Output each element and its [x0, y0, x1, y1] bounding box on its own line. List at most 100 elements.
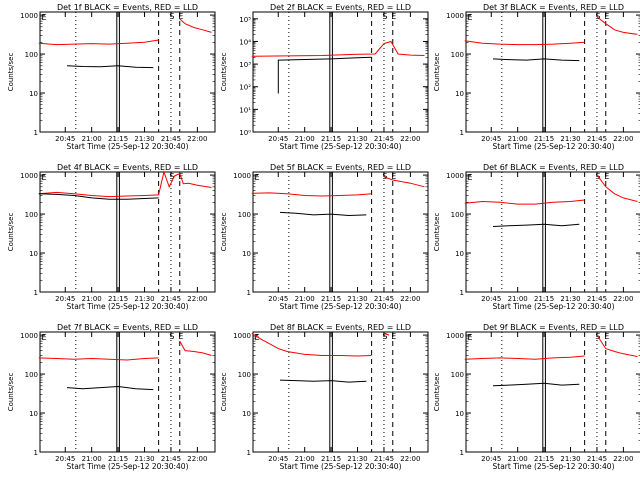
x-tick-label: 21:15: [321, 455, 341, 463]
series-lld-line: [596, 174, 638, 202]
x-tick-label: 20:45: [481, 135, 501, 143]
y-tick-label: 100: [451, 211, 464, 219]
x-tick-label: 21:30: [560, 135, 580, 143]
series-lld-line: [38, 357, 159, 361]
x-tick-label: 21:00: [295, 295, 315, 303]
marker-label: E: [391, 12, 396, 21]
y-tick-label: 100: [25, 51, 38, 59]
y-tick-label: 1: [460, 129, 464, 137]
x-tick-label: 22:00: [613, 455, 633, 463]
y-tick-label: 10²: [239, 84, 251, 92]
chart-panel-3: Det 3f BLACK = Events, RED = LLD Counts/s…: [433, 3, 640, 151]
start-marker-label: E: [467, 13, 472, 22]
y-tick-label: 100: [25, 211, 38, 219]
x-tick-label: 21:45: [161, 455, 181, 463]
x-axis-label: Start Time (25-Sep-12 20:30:40): [280, 302, 402, 311]
series-lld-line: [251, 333, 372, 357]
y-axis-label: Counts/sec: [7, 213, 15, 252]
y-tick-label: 1: [34, 449, 38, 457]
y-tick-label: 10: [29, 410, 38, 418]
chart-title: Det 4f BLACK = Events, RED = LLD: [57, 163, 198, 172]
y-tick-label: 1: [34, 129, 38, 137]
series-lld-line: [383, 176, 425, 188]
chart-panel-7: Det 7f BLACK = Events, RED = LLD Counts/s…: [7, 323, 216, 471]
x-tick-label: 21:15: [108, 295, 128, 303]
chart-title: Det 9f BLACK = Events, RED = LLD: [483, 323, 624, 332]
chart-panel-6: Det 6f BLACK = Events, RED = LLD Counts/s…: [433, 163, 640, 311]
x-axis-label: Start Time (25-Sep-12 20:30:40): [67, 462, 189, 471]
plot-frame: [39, 11, 216, 133]
y-tick-label: 100: [25, 371, 38, 379]
series-lld-line: [179, 340, 212, 356]
y-tick-label: 1000: [20, 12, 38, 20]
y-tick-label: 10⁵: [239, 16, 251, 24]
plot-frame: [465, 171, 640, 293]
series-events-line: [66, 65, 154, 69]
chart-title: Det 3f BLACK = Events, RED = LLD: [483, 3, 624, 12]
marker-label: S: [169, 172, 174, 181]
y-tick-label: 10: [455, 250, 464, 258]
plot-frame: [252, 171, 429, 293]
y-tick-label: 1000: [446, 172, 464, 180]
marker-label: E: [178, 12, 183, 21]
x-axis-label: Start Time (25-Sep-12 20:30:40): [67, 302, 189, 311]
series-events-line: [66, 385, 154, 391]
x-tick-label: 21:00: [295, 455, 315, 463]
x-tick-label: 22:00: [400, 135, 420, 143]
y-tick-label: 1000: [446, 332, 464, 340]
marker-label: S: [382, 332, 387, 341]
marker-label: E: [604, 172, 609, 181]
start-marker-label: E: [41, 13, 46, 22]
x-tick-label: 21:45: [374, 295, 394, 303]
y-tick-label: 100: [238, 371, 251, 379]
y-tick-label: 10: [29, 250, 38, 258]
series-lld-line: [251, 40, 425, 57]
x-tick-label: 21:15: [534, 295, 554, 303]
start-marker-label: E: [41, 333, 46, 342]
series-lld-line: [383, 333, 390, 336]
x-tick-label: 22:00: [400, 455, 420, 463]
plot-frame: [465, 331, 640, 453]
marker-label: S: [169, 12, 174, 21]
x-tick-label: 20:45: [268, 295, 288, 303]
x-tick-label: 21:15: [534, 455, 554, 463]
y-axis-label: Counts/sec: [220, 373, 228, 412]
x-tick-label: 21:30: [347, 455, 367, 463]
y-axis-label: Counts/sec: [433, 373, 441, 412]
marker-label: S: [169, 332, 174, 341]
x-tick-label: 21:30: [347, 135, 367, 143]
plot-frame: [39, 171, 216, 293]
x-tick-label: 21:30: [134, 135, 154, 143]
x-tick-label: 21:30: [134, 295, 154, 303]
marker-label: E: [391, 332, 396, 341]
x-tick-label: 21:15: [108, 455, 128, 463]
plot-frame: [465, 11, 640, 133]
y-tick-label: 1000: [20, 172, 38, 180]
x-axis-label: Start Time (25-Sep-12 20:30:40): [493, 142, 615, 151]
chart-title: Det 8f BLACK = Events, RED = LLD: [270, 323, 411, 332]
series-events-line: [492, 382, 580, 387]
y-tick-label: 1: [460, 289, 464, 297]
chart-panel-4: Det 4f BLACK = Events, RED = LLD Counts/s…: [7, 163, 216, 311]
chart-title: Det 2f BLACK = Events, RED = LLD: [270, 3, 411, 12]
x-tick-label: 21:00: [508, 295, 528, 303]
x-tick-label: 21:45: [587, 135, 607, 143]
y-tick-label: 1: [247, 289, 251, 297]
marker-label: E: [604, 12, 609, 21]
x-tick-label: 21:15: [534, 135, 554, 143]
chart-title: Det 7f BLACK = Events, RED = LLD: [57, 323, 198, 332]
plot-frame: [252, 11, 429, 133]
x-tick-label: 22:00: [187, 135, 207, 143]
chart-panel-1: Det 1f BLACK = Events, RED = LLD Counts/s…: [7, 3, 216, 151]
x-tick-label: 21:30: [560, 295, 580, 303]
x-tick-label: 22:00: [613, 135, 633, 143]
x-tick-label: 21:00: [295, 135, 315, 143]
x-axis-label: Start Time (25-Sep-12 20:30:40): [493, 462, 615, 471]
chart-title: Det 5f BLACK = Events, RED = LLD: [270, 163, 411, 172]
x-axis-label: Start Time (25-Sep-12 20:30:40): [280, 142, 402, 151]
series-events-line: [277, 56, 372, 94]
marker-label: E: [391, 172, 396, 181]
series-lld-line: [38, 170, 212, 198]
marker-label: S: [382, 12, 387, 21]
